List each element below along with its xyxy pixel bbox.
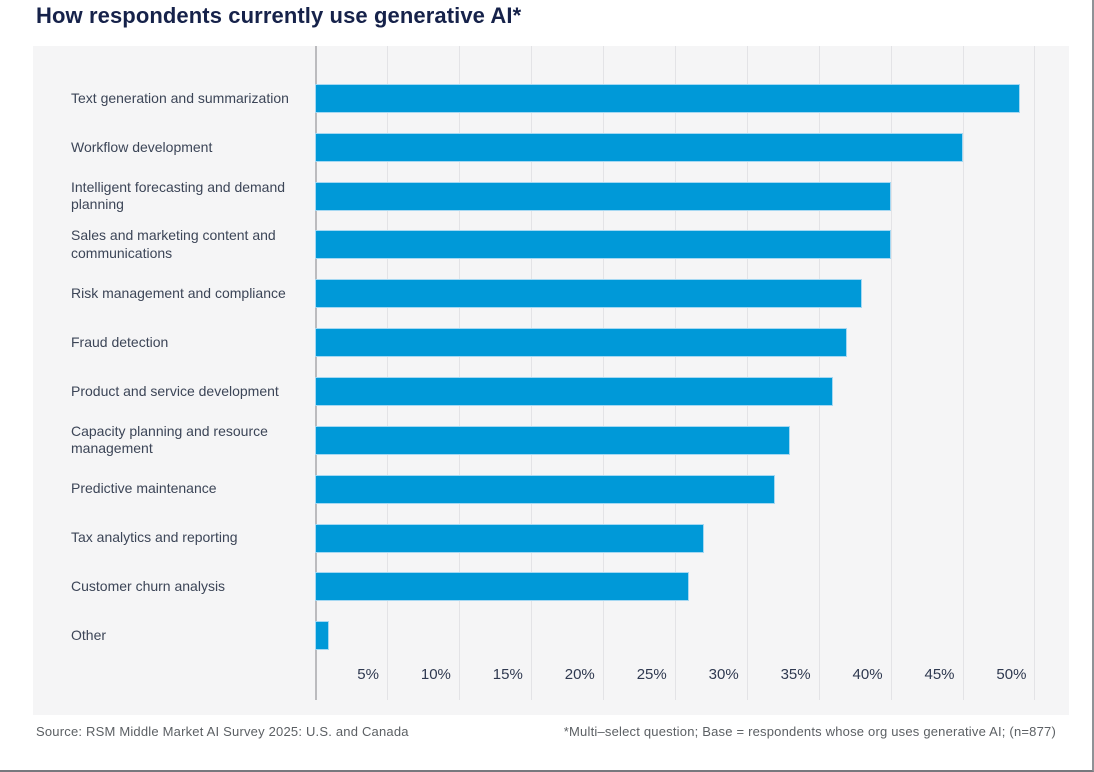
x-tick-label: 45% (924, 666, 955, 683)
bar-row: Tax analytics and reporting (33, 514, 1069, 563)
bar-row: Predictive maintenance (33, 465, 1069, 514)
bar (315, 572, 690, 602)
bar (315, 230, 891, 260)
bar-row: Text generation and summarization (33, 74, 1069, 123)
bar (315, 474, 776, 504)
y-axis-line (315, 46, 317, 700)
category-label: Text generation and summarization (71, 89, 289, 106)
x-tick-label: 25% (636, 666, 667, 683)
x-tick-label: 5% (357, 666, 379, 683)
x-tick-label: 35% (780, 666, 811, 683)
bar (315, 83, 1021, 113)
gridline (1034, 46, 1036, 700)
x-tick-label: 15% (492, 666, 523, 683)
bar-row: Risk management and compliance (33, 269, 1069, 318)
bar-track (315, 465, 1069, 514)
gridline (602, 46, 604, 700)
bar-row: Workflow development (33, 123, 1069, 172)
x-tick-label: 50% (996, 666, 1027, 683)
category-label: Fraud detection (71, 333, 169, 350)
gridline (962, 46, 964, 700)
x-axis: 5% 10% 15% 20% 25% 30% 35% 40% 45% 50% (315, 666, 1069, 688)
bar-rows: Text generation and summarization Workflo… (33, 74, 1069, 660)
x-tick-label: 20% (564, 666, 595, 683)
gridline (746, 46, 748, 700)
gridline (818, 46, 820, 700)
bar-track (315, 367, 1069, 416)
bar-track (315, 318, 1069, 367)
bar (315, 279, 862, 309)
bar-row: Customer churn analysis (33, 562, 1069, 611)
category-label: Customer churn analysis (71, 578, 226, 595)
bar (315, 328, 848, 358)
bar-track (315, 221, 1069, 270)
bar-track (315, 123, 1069, 172)
plot-area (315, 46, 1069, 700)
bar-track (315, 562, 1069, 611)
gridline (530, 46, 532, 700)
category-label: Predictive maintenance (71, 480, 217, 497)
category-label: Intelligent forecasting and demand plann… (71, 178, 286, 213)
bar (315, 425, 790, 455)
bar-track (315, 269, 1069, 318)
bar-row: Product and service development (33, 367, 1069, 416)
x-tick-label: 10% (420, 666, 451, 683)
category-label: Product and service development (71, 382, 279, 399)
category-label: Workflow development (71, 138, 213, 155)
x-tick-label: 40% (852, 666, 883, 683)
footnote: *Multi–select question; Base = responden… (563, 724, 1056, 739)
bar-track (315, 416, 1069, 465)
category-label: Capacity planning and resource managemen… (71, 422, 268, 457)
bar (315, 181, 891, 211)
gridline (458, 46, 460, 700)
source-note: Source: RSM Middle Market AI Survey 2025… (36, 724, 409, 739)
bar (315, 621, 330, 651)
gridline (890, 46, 892, 700)
category-label: Tax analytics and reporting (71, 529, 238, 546)
bar-track (315, 172, 1069, 221)
bar (315, 376, 833, 406)
bar-row: Capacity planning and resource managemen… (33, 416, 1069, 465)
chart-panel: Text generation and summarization Workflo… (33, 46, 1069, 715)
chart-title: How respondents currently use generative… (36, 3, 522, 28)
gridline (386, 46, 388, 700)
bar-track (315, 611, 1069, 660)
x-tick-label: 30% (708, 666, 739, 683)
bar-row: Sales and marketing content and communic… (33, 221, 1069, 270)
bar-track (315, 74, 1069, 123)
bar (315, 132, 963, 162)
bar-track (315, 514, 1069, 563)
category-label: Sales and marketing content and communic… (71, 227, 276, 261)
bar-row: Fraud detection (33, 318, 1069, 367)
footer: Source: RSM Middle Market AI Survey 2025… (0, 724, 1092, 739)
gridline (674, 46, 676, 700)
bar-row: Other (33, 611, 1069, 660)
category-label: Other (71, 626, 107, 643)
bar (315, 523, 704, 553)
category-label: Risk management and compliance (71, 285, 286, 302)
bar-row: Intelligent forecasting and demand plann… (33, 172, 1069, 221)
